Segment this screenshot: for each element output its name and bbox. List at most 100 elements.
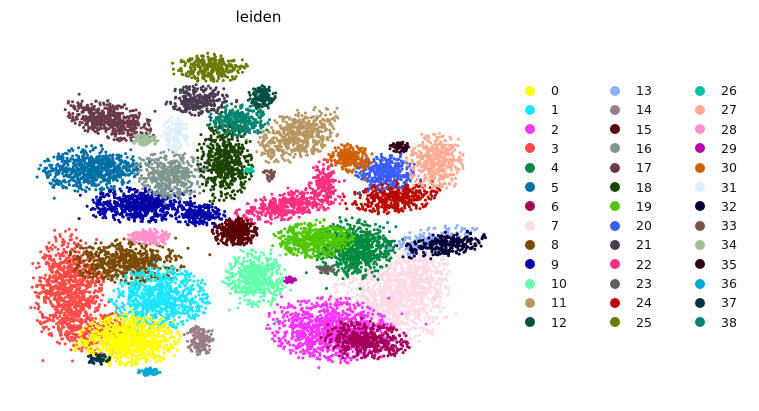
point <box>349 309 353 313</box>
point <box>370 294 374 298</box>
point <box>407 263 411 267</box>
point <box>394 259 398 263</box>
point <box>422 241 426 245</box>
point <box>291 349 295 353</box>
point <box>372 265 376 269</box>
point <box>252 209 255 212</box>
point <box>402 331 406 335</box>
point <box>349 288 353 292</box>
point <box>432 305 435 309</box>
point <box>298 341 302 345</box>
point <box>405 321 408 325</box>
point <box>347 239 351 243</box>
point <box>411 280 415 284</box>
point <box>385 346 389 350</box>
point <box>280 295 284 299</box>
point <box>363 319 367 323</box>
point <box>297 356 301 360</box>
point <box>307 184 311 187</box>
point <box>277 322 281 326</box>
point <box>321 241 324 245</box>
point <box>407 338 411 342</box>
point <box>291 196 295 200</box>
point <box>272 334 276 338</box>
point <box>288 246 292 250</box>
point <box>343 270 346 274</box>
point <box>401 351 405 355</box>
point <box>281 241 285 245</box>
point <box>389 263 393 267</box>
point <box>336 247 340 251</box>
point <box>365 239 369 243</box>
point <box>408 311 412 315</box>
point <box>269 211 273 215</box>
point <box>296 247 300 251</box>
point <box>301 342 305 346</box>
point <box>439 234 443 238</box>
point <box>401 288 405 291</box>
point <box>342 301 346 305</box>
point <box>339 297 343 300</box>
point <box>401 321 405 325</box>
point <box>296 210 300 214</box>
point <box>277 236 281 240</box>
point <box>431 328 435 332</box>
point <box>331 180 335 184</box>
point <box>271 244 275 248</box>
point <box>376 357 380 361</box>
point <box>273 339 277 343</box>
point <box>361 289 365 293</box>
point <box>361 296 364 300</box>
point <box>327 318 331 322</box>
point <box>379 301 383 305</box>
point <box>304 271 308 275</box>
point <box>388 230 391 234</box>
point <box>387 308 391 312</box>
point <box>320 296 324 300</box>
point <box>454 226 458 230</box>
point <box>308 333 312 337</box>
point <box>404 247 408 251</box>
point <box>386 270 389 274</box>
point <box>411 319 414 323</box>
point <box>425 275 429 279</box>
point <box>282 313 286 317</box>
point <box>421 329 425 333</box>
point <box>399 309 403 313</box>
point <box>375 298 379 302</box>
point <box>394 225 398 229</box>
point <box>371 322 375 326</box>
point <box>388 335 392 339</box>
point <box>258 217 262 221</box>
point <box>399 343 403 346</box>
point <box>480 237 484 241</box>
point <box>435 245 439 249</box>
point <box>298 338 302 342</box>
point <box>469 232 473 236</box>
point <box>380 326 384 329</box>
point <box>305 306 309 310</box>
point <box>341 313 345 317</box>
point <box>364 297 368 301</box>
point <box>333 188 337 192</box>
point <box>404 284 408 288</box>
point <box>407 328 411 332</box>
point <box>409 248 412 251</box>
point <box>458 240 462 244</box>
point <box>400 312 404 316</box>
point <box>375 302 378 306</box>
point <box>343 257 347 261</box>
point <box>280 234 284 238</box>
point <box>307 208 311 212</box>
point <box>438 288 442 292</box>
point <box>289 251 293 255</box>
point <box>358 252 362 256</box>
point <box>371 312 375 316</box>
point <box>445 252 449 255</box>
point <box>423 316 427 320</box>
point <box>388 266 392 270</box>
point <box>446 286 450 290</box>
point <box>394 265 398 269</box>
point <box>322 252 326 256</box>
point <box>392 279 396 283</box>
